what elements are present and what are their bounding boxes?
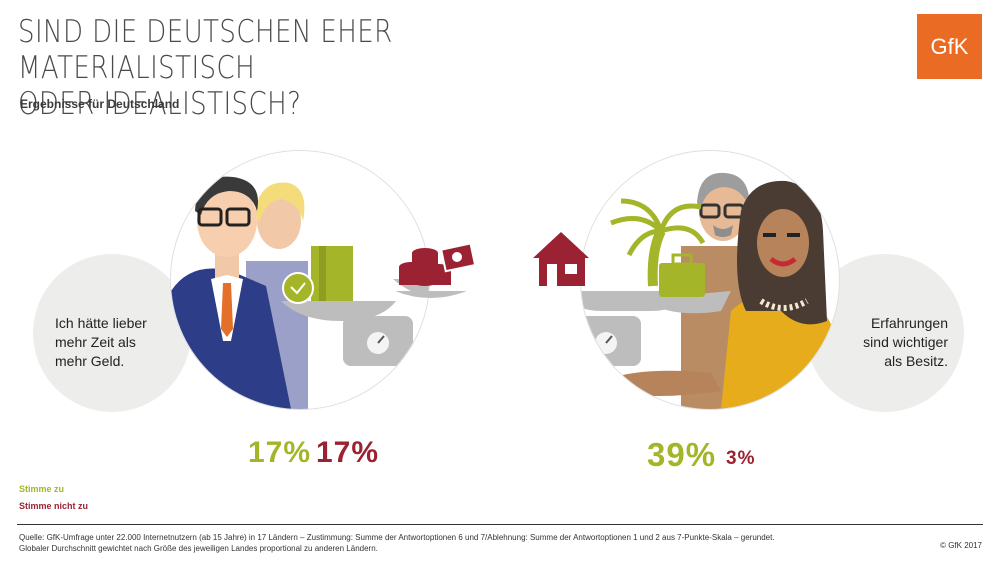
left-statement-line-1: Ich hätte lieber xyxy=(55,315,147,331)
title-line-2: ODER IDEALISTISCH? xyxy=(18,86,302,122)
book-icon xyxy=(311,246,353,301)
house-icon xyxy=(533,232,589,286)
legend-disagree: Stimme nicht zu xyxy=(19,501,89,511)
copyright: © GfK 2017 xyxy=(940,541,982,550)
right-agree-percentage: 39% xyxy=(647,436,717,473)
right-statement-line-2: sind wichtiger xyxy=(863,334,948,350)
footer-divider xyxy=(17,524,983,525)
gfk-logo: GfK xyxy=(917,14,982,79)
source-note: Quelle: GfK-Umfrage unter 22.000 Interne… xyxy=(19,532,939,554)
left-disagree-percentage: 17% xyxy=(316,436,380,469)
palm-tree-icon xyxy=(610,198,706,287)
balance-scale-icon xyxy=(581,291,731,396)
right-illustration-circle xyxy=(580,150,840,410)
source-line-1: Quelle: GfK-Umfrage unter 22.000 Interne… xyxy=(19,533,775,542)
left-illustration-circle xyxy=(170,150,430,410)
logo-text: GfK xyxy=(930,33,969,59)
right-statement-line-3: als Besitz. xyxy=(884,353,948,369)
right-disagree-percentage: 3% xyxy=(726,448,756,469)
suitcase-icon xyxy=(659,253,705,297)
coins-icon xyxy=(395,242,477,298)
left-statement-bubble xyxy=(33,254,191,412)
left-statement-line-2: mehr Zeit als xyxy=(55,334,136,350)
left-agree-percentage: 17% xyxy=(248,436,312,469)
page-subtitle: Ergebnisse für Deutschland xyxy=(20,97,180,111)
banknote-icon xyxy=(439,242,477,273)
right-statement-line-1: Erfahrungen xyxy=(870,315,948,331)
legend-agree: Stimme zu xyxy=(19,484,65,494)
left-statement: Ich hätte lieber mehr Zeit als mehr Geld… xyxy=(55,314,185,371)
left-illustration xyxy=(171,176,429,409)
title-line-1: SIND DIE DEUTSCHEN EHER MATERIALISTISCH xyxy=(18,14,393,86)
left-statement-line-3: mehr Geld. xyxy=(55,353,125,369)
man-with-glasses-illustration xyxy=(171,176,291,409)
right-statement: Erfahrungen sind wichtiger als Besitz. xyxy=(830,314,948,371)
clock-icon xyxy=(282,272,314,304)
source-line-2: Globaler Durchschnitt gewichtet nach Grö… xyxy=(19,544,378,553)
right-illustration xyxy=(581,172,839,409)
page-title: SIND DIE DEUTSCHEN EHER MATERIALISTISCH … xyxy=(18,14,606,122)
